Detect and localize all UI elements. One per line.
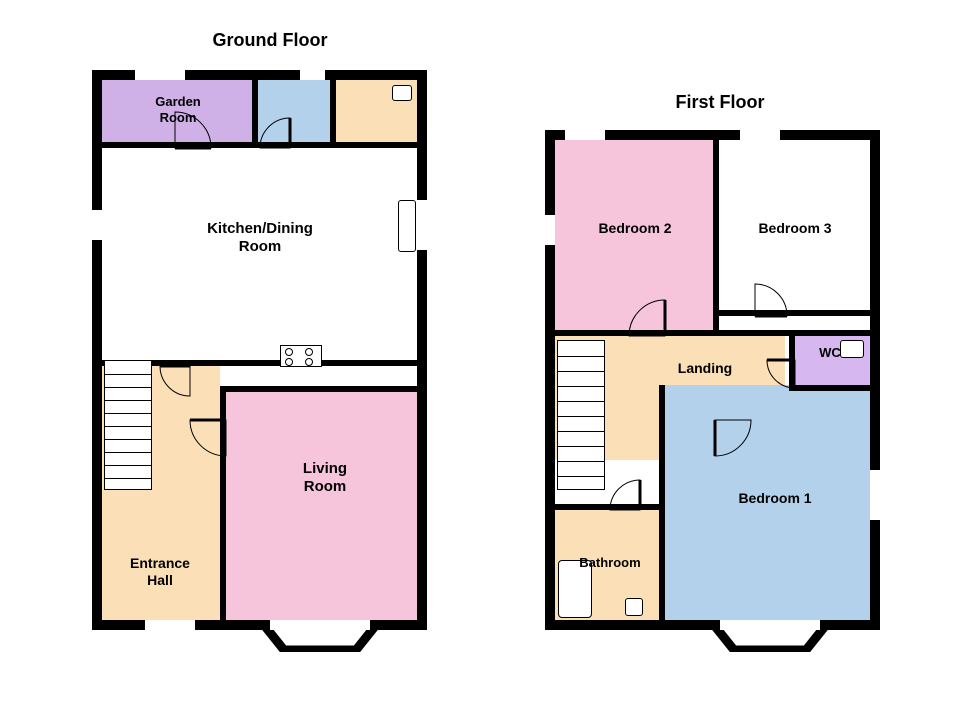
inner-wall — [555, 330, 870, 336]
label: Kitchen/DiningRoom — [160, 220, 360, 256]
label: Bedroom 3 — [730, 220, 860, 237]
outer-wall — [417, 70, 427, 630]
label: Ground Floor — [180, 30, 360, 52]
opening — [270, 620, 370, 630]
opening — [300, 70, 325, 80]
opening — [565, 130, 605, 140]
stairs — [557, 340, 605, 490]
room-util1 — [258, 80, 330, 142]
hob — [280, 345, 322, 367]
inner-wall — [713, 310, 870, 316]
inner-wall — [713, 140, 719, 330]
inner-wall — [252, 80, 258, 142]
label: Bathroom — [560, 555, 660, 571]
outer-wall — [870, 130, 880, 630]
opening — [135, 70, 185, 80]
inner-wall — [789, 385, 870, 391]
inner-wall — [220, 386, 417, 392]
fixture — [398, 200, 416, 252]
label: First Floor — [640, 92, 800, 114]
fixture — [392, 85, 412, 101]
inner-wall — [220, 388, 226, 620]
outer-wall — [92, 70, 102, 630]
opening — [545, 215, 555, 245]
opening — [417, 200, 427, 250]
outer-wall — [545, 130, 555, 630]
label: Landing — [650, 360, 760, 377]
label: Bedroom 1 — [710, 490, 840, 507]
label: WC — [800, 345, 860, 361]
label: LivingRoom — [260, 460, 390, 496]
inner-wall — [102, 142, 417, 148]
label: GardenRoom — [108, 94, 248, 125]
opening — [740, 130, 780, 140]
room-living — [220, 388, 417, 620]
inner-wall — [555, 504, 665, 510]
stairs — [104, 360, 152, 490]
inner-wall — [659, 385, 665, 620]
label: EntranceHall — [110, 555, 210, 589]
opening — [870, 470, 880, 520]
fixture — [625, 598, 643, 616]
opening — [720, 620, 820, 630]
opening — [92, 210, 102, 240]
opening — [145, 620, 195, 630]
floorplan-canvas: Ground Floor First Floor GardenRoom Kitchen… — [0, 0, 980, 712]
inner-wall — [330, 80, 336, 142]
inner-wall — [789, 330, 795, 385]
label: Bedroom 2 — [570, 220, 700, 237]
